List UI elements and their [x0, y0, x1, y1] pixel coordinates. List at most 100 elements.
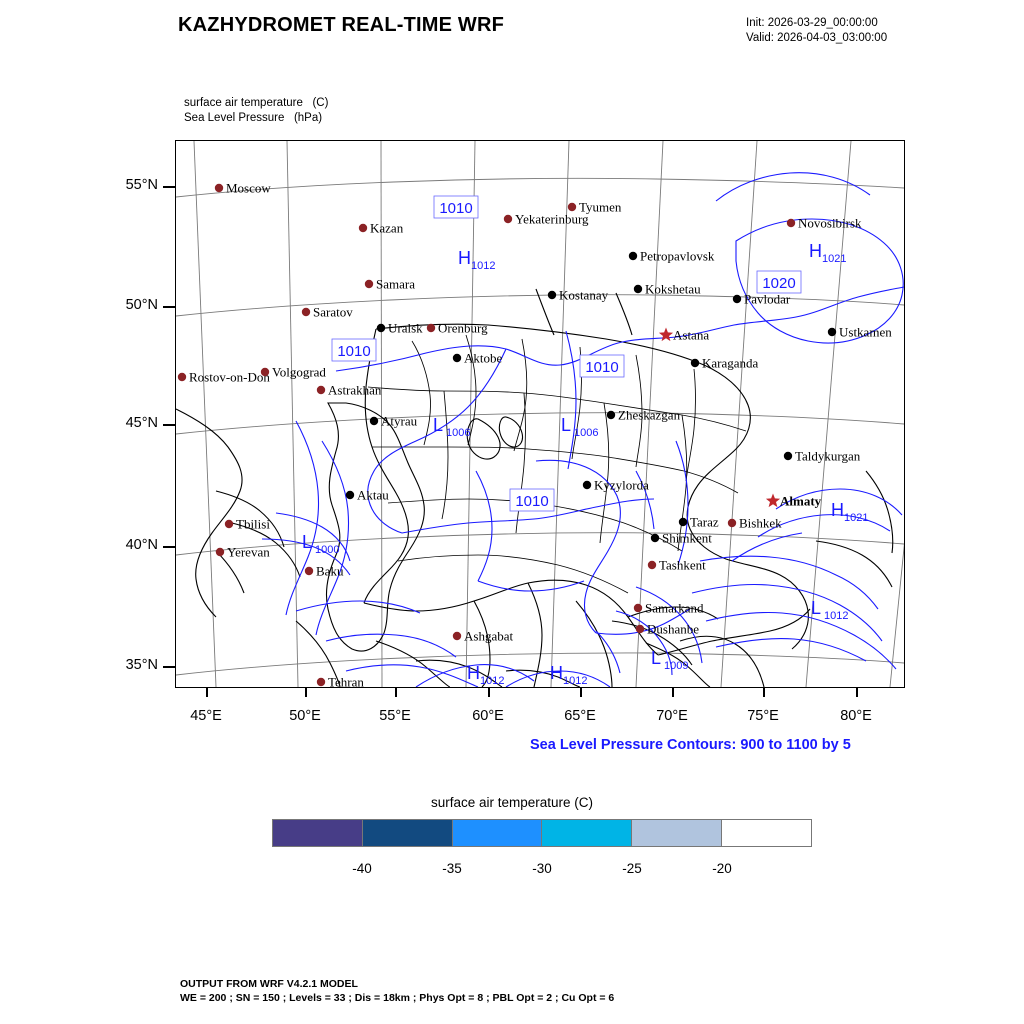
city-dot-icon — [177, 372, 187, 382]
longitude-tick-label: 65°E — [564, 708, 596, 724]
colorbar-swatch[interactable] — [273, 820, 363, 846]
city-marker: Tehran — [316, 675, 364, 688]
graticule — [176, 141, 904, 687]
city-label: Astrakhan — [328, 383, 382, 398]
pressure-center-type: L — [811, 598, 821, 618]
city-dot-icon — [827, 327, 837, 337]
city-dot-icon — [260, 367, 270, 377]
city-label: Samarkand — [645, 601, 704, 616]
colorbar-tick-label: -25 — [622, 861, 642, 876]
contour-label-box — [331, 338, 377, 362]
city-marker: Almaty — [765, 493, 822, 509]
colorbar-swatch[interactable] — [362, 820, 453, 846]
contour-label-text: 1010 — [515, 493, 548, 510]
city-marker: Orenburg — [426, 321, 488, 336]
latitude-tick-label: 50°N — [125, 297, 158, 313]
city-dot-icon — [635, 624, 645, 634]
city-marker: Astana — [658, 327, 709, 343]
city-marker: Samara — [364, 277, 415, 292]
colorbar-swatch[interactable] — [632, 820, 723, 846]
city-label: Tyumen — [579, 200, 622, 215]
longitude-tick-label: 45°E — [190, 708, 222, 724]
city-label: Moscow — [226, 181, 271, 196]
city-marker: Kokshetau — [633, 282, 701, 297]
city-dot-icon — [304, 566, 314, 576]
colorbar-swatch[interactable] — [542, 820, 633, 846]
city-marker: Karaganda — [690, 356, 759, 371]
city-dot-icon — [732, 294, 742, 304]
longitude-tick-label: 80°E — [840, 708, 872, 724]
colorbar-tick-label: -30 — [532, 861, 552, 876]
pressure-center-value: 1021 — [822, 253, 846, 265]
city-marker: Yerevan — [215, 545, 270, 560]
city-dot-icon — [452, 353, 462, 363]
city-label: Tehran — [328, 675, 364, 688]
city-label: Tbilisi — [236, 517, 270, 532]
longitude-tick-mark — [305, 688, 307, 697]
pressure-center: L 1000 — [302, 532, 339, 556]
pressure-center: L 1006 — [561, 415, 598, 439]
contour-label-box — [756, 270, 802, 294]
contour-label-text: 1010 — [439, 200, 472, 217]
pressure-center: L 1012 — [811, 598, 848, 622]
city-label: Yekaterinburg — [515, 212, 589, 227]
city-dot-icon — [647, 560, 657, 570]
city-label: Kostanay — [559, 288, 609, 303]
city-dot-icon — [783, 451, 793, 461]
pressure-center-type: L — [433, 415, 443, 435]
city-dot-icon — [364, 279, 374, 289]
city-label: Astana — [673, 328, 709, 343]
city-marker: Petropavlovsk — [628, 249, 715, 264]
city-dot-icon — [316, 385, 326, 395]
city-dot-icon — [547, 290, 557, 300]
city-label: Kazan — [370, 221, 404, 236]
city-marker: Zheskazgan — [606, 408, 681, 423]
longitude-tick-label: 60°E — [472, 708, 504, 724]
field-subtitle: surface air temperature (C) Sea Level Pr… — [184, 97, 329, 124]
pressure-center-type: H — [458, 248, 471, 268]
city-dot-icon — [301, 307, 311, 317]
city-label: Atyrau — [381, 414, 418, 429]
city-label: Zheskazgan — [618, 408, 681, 423]
colorbar-tick-label: -40 — [352, 861, 372, 876]
city-label: Kokshetau — [645, 282, 701, 297]
city-marker: Aktobe — [452, 351, 503, 366]
pressure-center-type: H — [831, 500, 844, 520]
city-marker: Aktau — [345, 488, 389, 503]
contour-value-label: 1010 — [331, 338, 377, 362]
colorbar-tick-label: -35 — [442, 861, 462, 876]
colorbar-swatch[interactable] — [452, 820, 543, 846]
city-dot-icon — [316, 677, 326, 687]
contour-label-box — [509, 488, 555, 512]
contour-value-label: 1010 — [509, 488, 555, 512]
city-marker: Kostanay — [547, 288, 609, 303]
contour-label-text: 1010 — [585, 359, 618, 376]
city-marker: Tbilisi — [224, 517, 270, 532]
init-time-label: Init: 2026-03-29_00:00:00 — [746, 17, 878, 29]
city-marker: Yekaterinburg — [503, 212, 589, 227]
city-marker: Baku — [304, 564, 344, 579]
pressure-center-value: 1012 — [480, 675, 504, 687]
city-label: Aktau — [357, 488, 389, 503]
pressure-center-value: 1000 — [315, 544, 339, 556]
map-plot-area[interactable]: Moscow Kazan Yekaterinburg Tyumen Novosibirs… — [175, 140, 905, 688]
colorbar[interactable] — [272, 819, 812, 847]
city-dot-icon — [582, 480, 592, 490]
city-dot-icon — [358, 223, 368, 233]
longitude-tick-mark — [488, 688, 490, 697]
city-dot-icon — [376, 323, 386, 333]
longitude-tick-mark — [206, 688, 208, 697]
pressure-center: H 1021 — [809, 241, 846, 265]
pressure-center-type: H — [467, 663, 480, 683]
latitude-tick-label: 45°N — [125, 415, 158, 431]
pressure-center: H 1021 — [831, 500, 868, 524]
latitude-tick-label: 55°N — [125, 177, 158, 193]
contour-value-label: 1020 — [756, 270, 802, 294]
latitude-tick-mark — [163, 186, 176, 188]
latitude-tick-mark — [163, 546, 176, 548]
city-marker: Moscow — [214, 181, 271, 196]
city-marker: Dushanbe — [635, 622, 699, 637]
colorbar-swatch[interactable] — [722, 820, 811, 846]
city-dot-icon — [786, 218, 796, 228]
